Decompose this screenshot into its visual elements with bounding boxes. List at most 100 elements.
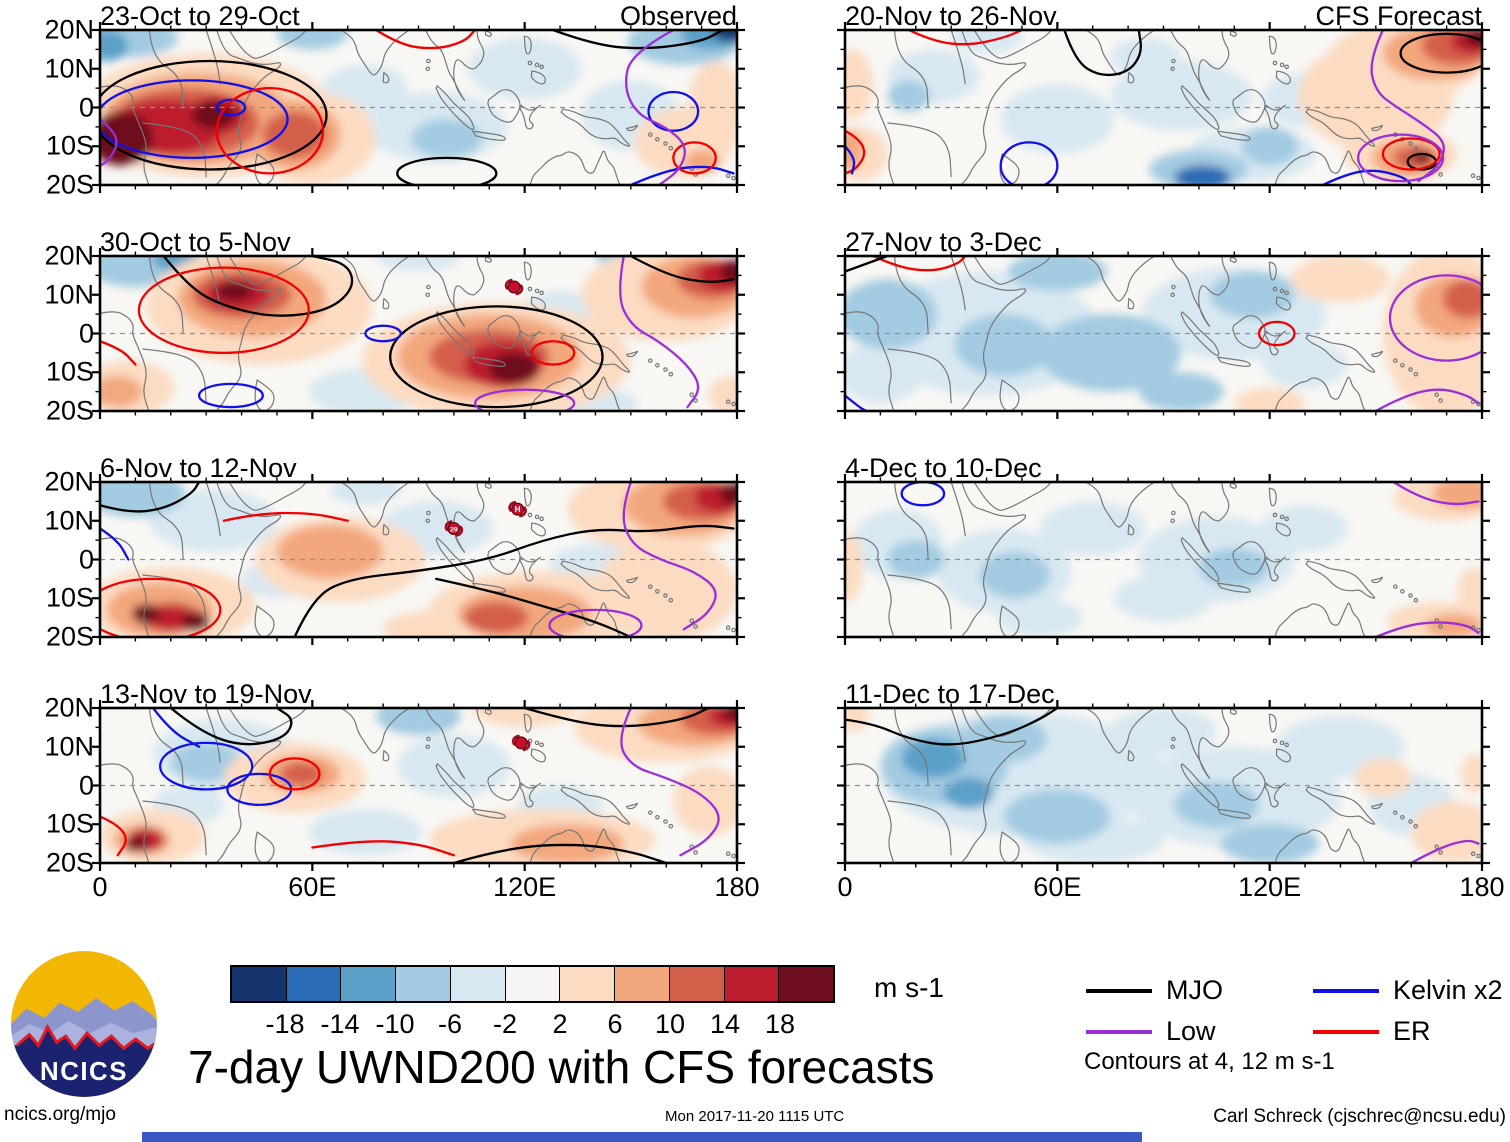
panel-header-5: 4-Dec to 10-Dec — [845, 452, 1482, 482]
y-tick-label: 0 — [78, 544, 94, 574]
colorbar-tick-label: 14 — [709, 1009, 741, 1039]
y-tick-label: 10S — [45, 130, 94, 161]
y-tick-label: 10N — [44, 53, 94, 84]
y-tick-label: 20N — [44, 466, 94, 497]
colorbar-cell — [669, 967, 725, 1001]
y-axis-labels-row-1: 20N 10N 0 10S 20S — [2, 241, 94, 426]
tropical-cyclone-icon — [511, 734, 531, 752]
column-label-cfs-forecast: CFS Forecast — [1315, 1, 1482, 31]
x-axis-labels-left: 0 60E 120E 180 — [92, 872, 759, 904]
ncics-logo: NCICS — [11, 951, 157, 1097]
colorbar-tick-label: 10 — [654, 1009, 686, 1039]
panel-header-3: 27-Nov to 3-Dec — [845, 226, 1482, 256]
map-panel-obs-week3: 29 H — [92, 474, 745, 645]
map-panel-fcst-week3 — [837, 474, 1490, 645]
coastlines — [845, 256, 1481, 411]
panel-header-4: 6-Nov to 12-Nov — [100, 452, 737, 482]
axis-ticks — [837, 248, 1490, 419]
logo-text: NCICS — [40, 1058, 128, 1086]
mjo-line-swatch — [1086, 988, 1152, 993]
colorbar-cell — [286, 967, 342, 1001]
colorbar-cell — [560, 967, 616, 1001]
axis-ticks — [92, 22, 745, 193]
panel-header-2: 30-Oct to 5-Nov — [100, 226, 737, 256]
axis-ticks — [837, 700, 1490, 871]
y-tick-label: 20S — [45, 847, 94, 878]
colorbar-cell — [779, 967, 834, 1001]
y-axis-labels-row-2: 20N 10N 0 10S 20S — [2, 467, 94, 652]
column-label-observed: Observed — [619, 1, 737, 31]
legend-item-low: Low — [1086, 1016, 1216, 1047]
svg-text:29: 29 — [450, 527, 458, 534]
logo-ridge-line — [16, 1023, 157, 1051]
x-tick-label: 180 — [714, 872, 760, 902]
panel-header-1: 20-Nov to 26-Nov CFS Forecast — [845, 0, 1482, 30]
axis-ticks — [837, 22, 1490, 193]
legend-item-kelvin: Kelvin x2 — [1313, 975, 1503, 1006]
colorbar-cell — [615, 967, 670, 1001]
panel-header-7: 11-Dec to 17-Dec — [845, 678, 1482, 708]
x-tick-label: 180 — [1459, 872, 1505, 902]
colorbar-tick-label: -10 — [375, 1009, 415, 1039]
map-panel-fcst-week2 — [837, 248, 1490, 419]
map-panel-fcst-week1 — [837, 22, 1490, 193]
y-tick-label: 20S — [45, 621, 94, 652]
y-axis-labels-row-0: 20N 10N 0 10S 20S — [2, 15, 94, 200]
panel-header-6: 13-Nov to 19-Nov — [100, 678, 737, 708]
y-tick-label: 0 — [78, 770, 94, 800]
coastlines — [100, 256, 736, 411]
colorbar-cell — [396, 967, 451, 1001]
coastlines — [100, 708, 736, 863]
y-tick-label: 20S — [45, 395, 94, 426]
colorbar: -18 -14 -10 -6 -2 2 6 10 14 18 — [230, 965, 835, 1045]
map-panel-obs-week4 — [92, 700, 745, 871]
map-panel-obs-week1 — [92, 22, 745, 193]
x-axis-labels-right: 0 60E 120E 180 — [837, 872, 1504, 904]
colorbar-tick-label: -18 — [265, 1009, 305, 1039]
y-tick-label: 10S — [45, 808, 94, 839]
x-tick-label: 120E — [1238, 872, 1302, 902]
x-tick-label: 60E — [1033, 872, 1082, 902]
panel-header-0: 23-Oct to 29-Oct Observed — [100, 0, 737, 30]
legend-item-er: ER — [1313, 1016, 1431, 1047]
contour-note: Contours at 4, 12 m s-1 — [1084, 1048, 1335, 1075]
x-tick-label: 0 — [837, 872, 853, 902]
y-tick-label: 0 — [78, 318, 94, 348]
axis-ticks — [837, 474, 1490, 645]
y-tick-label: 10N — [44, 505, 94, 536]
tropical-cyclone-icon: 29 — [444, 520, 464, 537]
y-tick-label: 20N — [44, 14, 94, 45]
panel-title: 23-Oct to 29-Oct — [100, 1, 300, 31]
map-panel-obs-week2 — [92, 248, 745, 419]
coastlines — [100, 482, 736, 637]
panel-title: 11-Dec to 17-Dec — [845, 679, 1055, 709]
coastlines — [845, 708, 1481, 863]
colorbar-tick-label: 2 — [552, 1009, 568, 1039]
tropical-cyclone-icon — [504, 278, 524, 296]
legend-label: Low — [1166, 1016, 1216, 1046]
x-tick-label: 60E — [288, 872, 337, 902]
y-tick-label: 10S — [45, 582, 94, 613]
panel-title: 4-Dec to 10-Dec — [845, 453, 1042, 483]
panel-title: 30-Oct to 5-Nov — [100, 227, 291, 257]
colorbar-tick-label: -6 — [437, 1009, 463, 1039]
y-tick-label: 10N — [44, 279, 94, 310]
map-panel-fcst-week4 — [837, 700, 1490, 871]
y-tick-label: 20N — [44, 240, 94, 271]
tropical-cyclone-icon: H — [508, 500, 527, 518]
y-tick-label: 10S — [45, 356, 94, 387]
colorbar-cell — [724, 967, 780, 1001]
y-tick-label: 0 — [78, 92, 94, 122]
colorbar-cell — [505, 967, 561, 1001]
y-axis-labels-row-3: 20N 10N 0 10S 20S — [2, 693, 94, 878]
x-tick-label: 120E — [493, 872, 557, 902]
svg-text:H: H — [515, 505, 521, 514]
footer-site: ncics.org/mjo — [4, 1104, 116, 1125]
low-line-swatch — [1086, 1029, 1152, 1034]
axis-ticks — [92, 248, 745, 419]
colorbar-tick-label: 18 — [764, 1009, 796, 1039]
footer-timestamp: Mon 2017-11-20 1115 UTC — [665, 1108, 845, 1125]
y-tick-label: 20N — [44, 692, 94, 723]
x-tick-label: 0 — [92, 872, 108, 902]
